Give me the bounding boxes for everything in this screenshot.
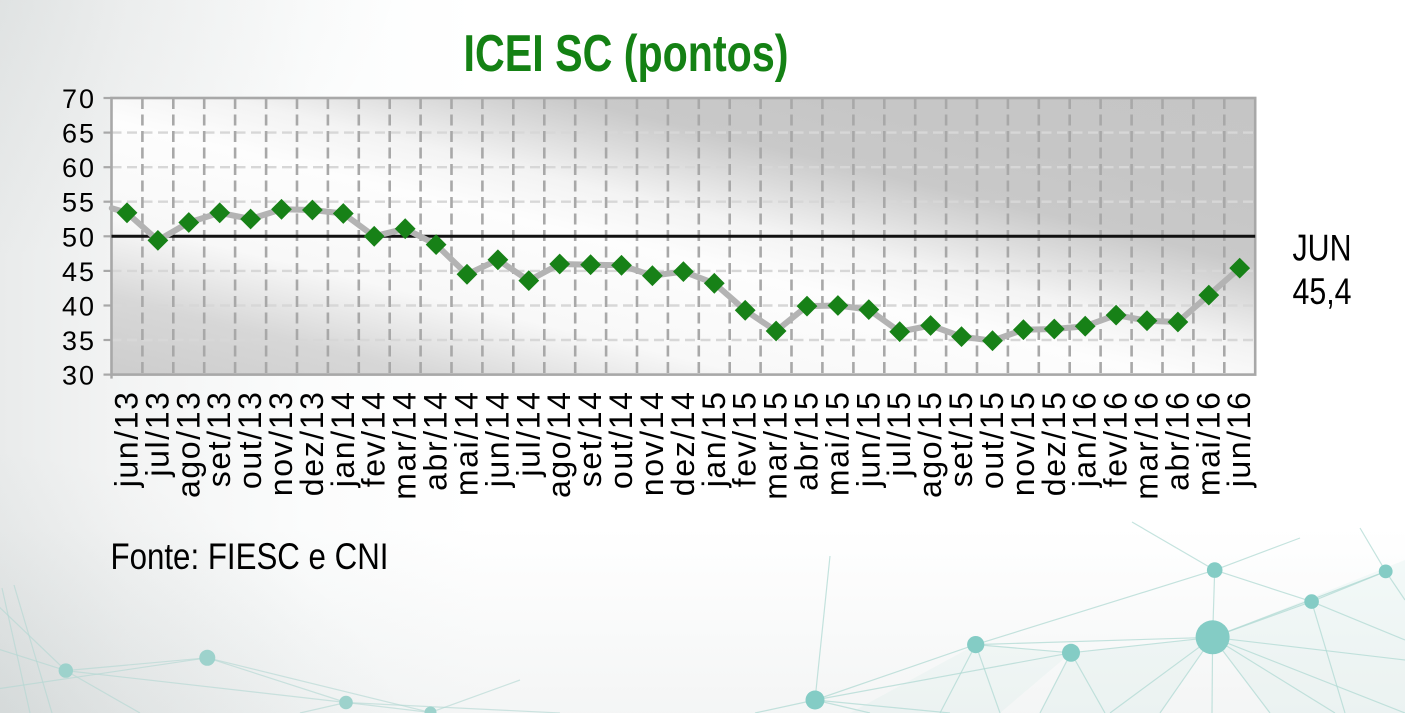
svg-text:jul/13: jul/13 [139, 391, 175, 478]
svg-text:nov/15: nov/15 [1005, 391, 1041, 497]
svg-text:jun/13: jun/13 [109, 391, 145, 489]
svg-text:out/15: out/15 [974, 391, 1010, 490]
svg-text:nov/14: nov/14 [634, 391, 670, 497]
svg-text:jul/15: jul/15 [881, 391, 917, 478]
svg-text:abr/15: abr/15 [789, 391, 825, 491]
svg-text:fev/15: fev/15 [727, 391, 763, 488]
svg-text:mar/16: mar/16 [1129, 391, 1165, 500]
svg-text:fev/16: fev/16 [1098, 391, 1134, 488]
svg-text:ago/13: ago/13 [170, 391, 206, 498]
svg-text:mai/14: mai/14 [449, 391, 485, 497]
svg-text:35: 35 [62, 326, 96, 356]
svg-text:40: 40 [62, 292, 96, 322]
svg-text:70: 70 [62, 84, 96, 114]
svg-text:out/13: out/13 [232, 391, 268, 490]
svg-text:mai/16: mai/16 [1190, 391, 1226, 497]
svg-text:abr/16: abr/16 [1159, 391, 1195, 491]
svg-text:set/13: set/13 [201, 391, 237, 488]
svg-text:55: 55 [62, 188, 96, 218]
svg-text:jun/16: jun/16 [1221, 391, 1257, 489]
svg-text:60: 60 [62, 153, 96, 183]
svg-text:JUN: JUN [1293, 228, 1352, 270]
svg-text:mar/14: mar/14 [387, 391, 423, 500]
svg-text:set/14: set/14 [572, 391, 608, 488]
svg-text:jan/15: jan/15 [696, 391, 732, 489]
svg-text:set/15: set/15 [943, 391, 979, 488]
svg-text:dez/13: dez/13 [294, 391, 330, 497]
svg-text:out/14: out/14 [603, 391, 639, 490]
svg-text:45: 45 [62, 257, 96, 287]
svg-text:abr/14: abr/14 [418, 391, 454, 491]
svg-text:45,4: 45,4 [1293, 271, 1352, 313]
svg-text:Fonte: FIESC e CNI: Fonte: FIESC e CNI [111, 537, 389, 578]
svg-text:50: 50 [62, 222, 96, 252]
svg-text:jun/14: jun/14 [479, 391, 515, 489]
svg-text:dez/14: dez/14 [665, 391, 701, 497]
svg-text:dez/15: dez/15 [1036, 391, 1072, 497]
svg-text:ago/15: ago/15 [912, 391, 948, 498]
svg-text:jan/16: jan/16 [1067, 391, 1103, 489]
svg-text:nov/13: nov/13 [263, 391, 299, 497]
svg-text:jul/14: jul/14 [510, 391, 546, 478]
svg-text:ICEI SC (pontos): ICEI SC (pontos) [464, 25, 789, 82]
svg-text:mai/15: mai/15 [819, 391, 855, 497]
svg-text:ago/14: ago/14 [541, 391, 577, 498]
svg-text:fev/14: fev/14 [356, 391, 392, 488]
svg-text:mar/15: mar/15 [758, 391, 794, 500]
svg-text:65: 65 [62, 119, 96, 149]
svg-text:jun/15: jun/15 [850, 391, 886, 489]
svg-text:jan/14: jan/14 [325, 391, 361, 489]
svg-text:30: 30 [62, 361, 96, 391]
